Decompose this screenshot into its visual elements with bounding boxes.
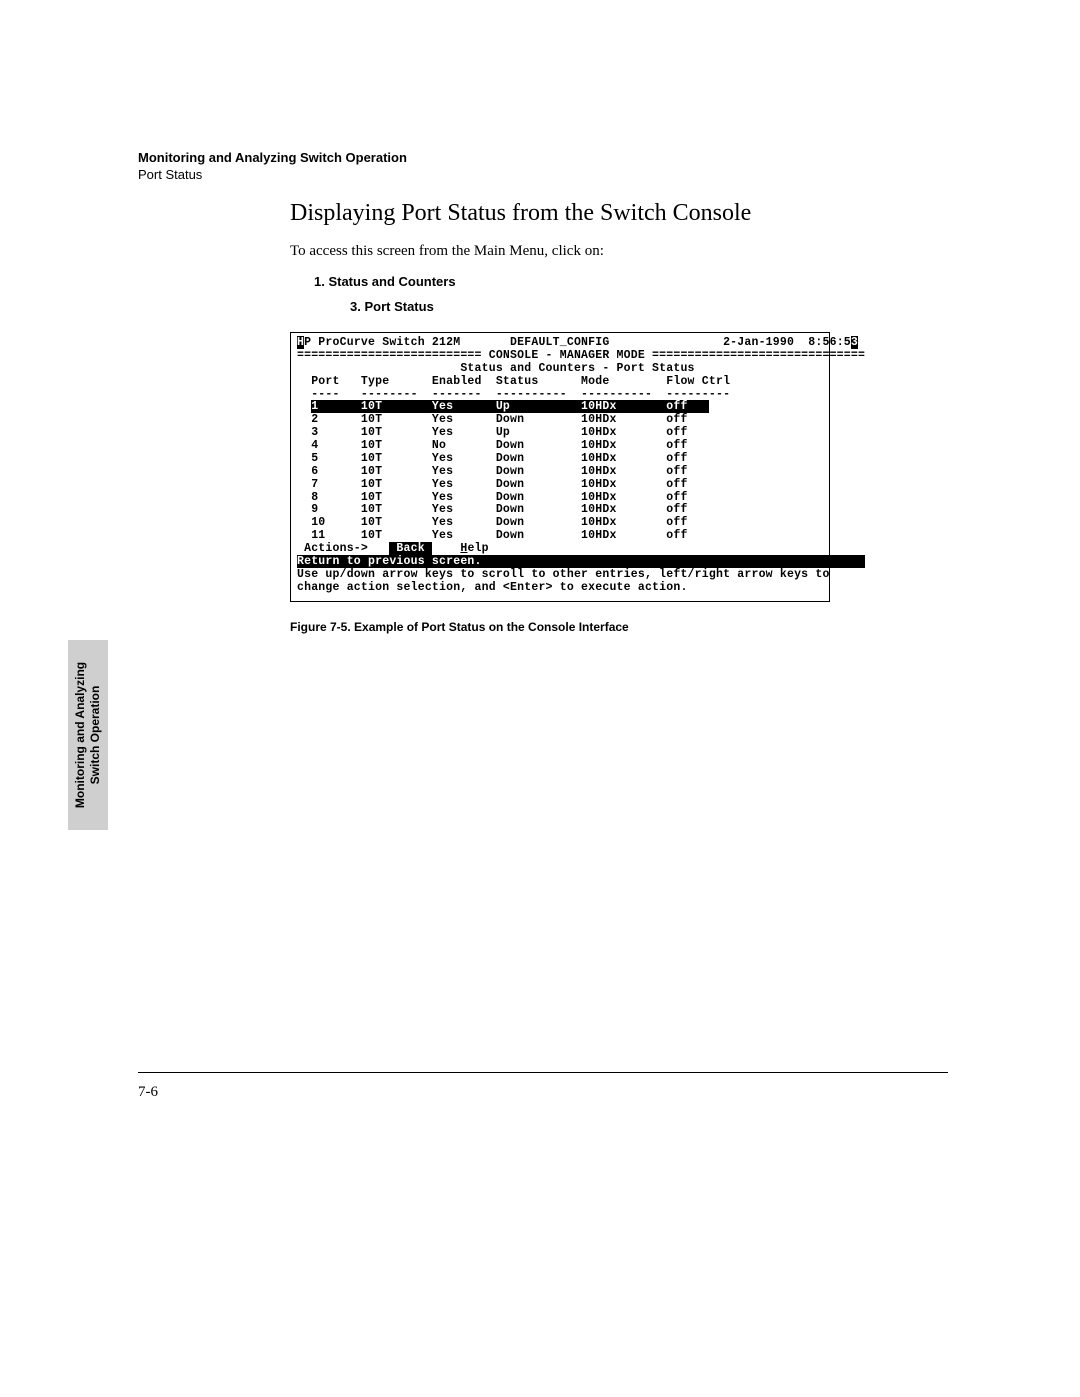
running-header: Monitoring and Analyzing Switch Operatio… (138, 150, 407, 182)
side-tab-label: Monitoring and Analyzing Switch Operatio… (73, 662, 103, 808)
step-1: 1. Status and Counters (314, 274, 940, 289)
main-content: Displaying Port Status from the Switch C… (290, 200, 940, 634)
figure-caption: Figure 7-5. Example of Port Status on th… (290, 620, 940, 634)
header-subtitle: Port Status (138, 167, 407, 182)
footer-rule (138, 1072, 948, 1073)
page-number: 7-6 (138, 1084, 158, 1101)
intro-text: To access this screen from the Main Menu… (290, 243, 940, 260)
header-title: Monitoring and Analyzing Switch Operatio… (138, 150, 407, 165)
section-heading: Displaying Port Status from the Switch C… (290, 200, 940, 227)
console-screenshot: HP ProCurve Switch 212M DEFAULT_CONFIG 2… (290, 332, 830, 602)
step-2: 3. Port Status (350, 299, 940, 314)
side-tab: Monitoring and Analyzing Switch Operatio… (68, 640, 108, 830)
